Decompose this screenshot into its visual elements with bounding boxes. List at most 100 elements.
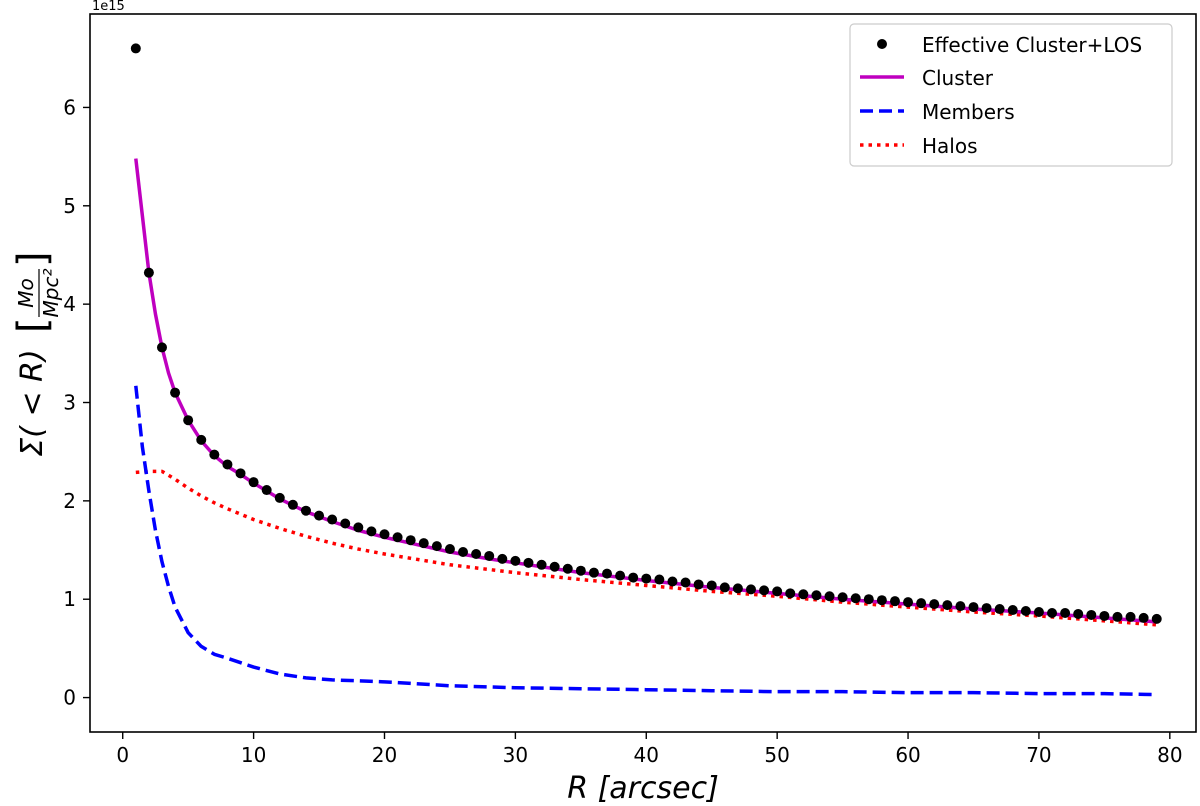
data-point-effective-cluster-los — [235, 468, 246, 479]
y-tick-label: 5 — [63, 194, 76, 218]
data-point-effective-cluster-los — [248, 477, 259, 488]
x-tick-label: 10 — [241, 743, 266, 767]
data-point-effective-cluster-los — [562, 563, 573, 574]
data-point-effective-cluster-los — [824, 591, 835, 602]
y-axis-label-main: Σ( < R) — [15, 349, 50, 456]
data-point-effective-cluster-los — [667, 576, 678, 587]
data-point-effective-cluster-los — [130, 43, 141, 54]
series-line-halos — [135, 469, 1157, 627]
data-point-effective-cluster-los — [405, 535, 416, 546]
data-point-effective-cluster-los — [327, 514, 338, 525]
data-point-effective-cluster-los — [889, 596, 900, 607]
y-tick-label: 3 — [63, 391, 76, 415]
data-point-effective-cluster-los — [1099, 610, 1110, 621]
data-point-effective-cluster-los — [693, 579, 704, 590]
x-tick-label: 20 — [372, 743, 397, 767]
y-tick-label: 1 — [63, 587, 76, 611]
data-point-effective-cluster-los — [732, 583, 743, 594]
data-point-effective-cluster-los — [654, 574, 665, 585]
data-point-effective-cluster-los — [156, 342, 167, 353]
data-point-effective-cluster-los — [510, 555, 521, 566]
data-point-effective-cluster-los — [431, 541, 442, 552]
legend-label-halos: Halos — [922, 134, 978, 158]
data-point-effective-cluster-los — [484, 550, 495, 561]
data-point-effective-cluster-los — [549, 561, 560, 572]
data-point-effective-cluster-los — [170, 387, 181, 398]
data-point-effective-cluster-los — [628, 572, 639, 583]
data-point-effective-cluster-los — [196, 434, 207, 445]
data-point-effective-cluster-los — [222, 459, 233, 470]
data-point-effective-cluster-los — [1138, 612, 1149, 623]
data-point-effective-cluster-los — [1020, 606, 1031, 617]
legend-label-members: Members — [922, 100, 1015, 124]
data-point-effective-cluster-los — [261, 485, 272, 496]
data-point-effective-cluster-los — [1086, 609, 1097, 620]
y-tick-label: 2 — [63, 489, 76, 513]
data-point-effective-cluster-los — [143, 267, 154, 278]
data-point-effective-cluster-los — [1060, 607, 1071, 618]
data-point-effective-cluster-los — [1125, 611, 1136, 622]
data-point-effective-cluster-los — [863, 594, 874, 605]
data-point-effective-cluster-los — [1033, 607, 1044, 618]
y-axis-label: Σ( < R) [ Mo Mpc² ] — [10, 251, 63, 456]
data-point-effective-cluster-los — [850, 593, 861, 604]
data-point-effective-cluster-los — [287, 499, 298, 510]
x-tick-label: 30 — [503, 743, 528, 767]
data-point-effective-cluster-los — [314, 510, 325, 521]
data-point-effective-cluster-los — [916, 598, 927, 609]
data-point-effective-cluster-los — [353, 522, 364, 533]
data-point-effective-cluster-los — [602, 568, 613, 579]
x-tick-label: 0 — [116, 743, 129, 767]
data-point-effective-cluster-los — [876, 595, 887, 606]
data-point-effective-cluster-los — [366, 526, 377, 537]
x-tick-label: 40 — [634, 743, 659, 767]
data-point-effective-cluster-los — [1007, 605, 1018, 616]
axis-offset-label: 1e15 — [92, 0, 125, 14]
data-point-effective-cluster-los — [575, 565, 586, 576]
data-point-effective-cluster-los — [903, 597, 914, 608]
legend-label-cluster: Cluster — [922, 66, 994, 90]
data-point-effective-cluster-los — [785, 588, 796, 599]
y-tick-label: 4 — [63, 292, 76, 316]
data-point-effective-cluster-los — [942, 600, 953, 611]
data-point-effective-cluster-los — [641, 573, 652, 584]
x-tick-label: 70 — [1026, 743, 1051, 767]
data-point-effective-cluster-los — [759, 585, 770, 596]
legend-marker-effective — [877, 39, 887, 49]
plot-frame — [89, 13, 1197, 733]
data-point-effective-cluster-los — [680, 577, 691, 588]
data-point-effective-cluster-los — [1112, 611, 1123, 622]
data-point-effective-cluster-los — [719, 582, 730, 593]
y-axis-label-unit-den: Mpc² — [39, 269, 63, 318]
data-point-effective-cluster-los — [497, 553, 508, 564]
data-point-effective-cluster-los — [706, 580, 717, 591]
data-point-effective-cluster-los — [994, 604, 1005, 615]
series-layer — [130, 43, 1162, 697]
y-axis-label-bracket-left: [ — [10, 317, 56, 333]
data-point-effective-cluster-los — [1073, 608, 1084, 619]
y-axis-label-bracket-right: ] — [10, 251, 56, 267]
data-point-effective-cluster-los — [183, 415, 194, 426]
data-point-effective-cluster-los — [340, 518, 351, 529]
data-point-effective-cluster-los — [536, 559, 547, 570]
data-point-effective-cluster-los — [418, 538, 429, 549]
ticks-layer: 0 10 20 30 40 50 60 70 80 0 1 2 3 4 5 6 — [63, 95, 1182, 767]
data-point-effective-cluster-los — [772, 586, 783, 597]
legend: Effective Cluster+LOS Cluster Members Ha… — [849, 23, 1173, 167]
legend-box — [849, 23, 1173, 167]
data-point-effective-cluster-los — [955, 601, 966, 612]
data-point-effective-cluster-los — [471, 548, 482, 559]
x-tick-label: 50 — [764, 743, 789, 767]
data-point-effective-cluster-los — [745, 584, 756, 595]
data-point-effective-cluster-los — [1047, 607, 1058, 618]
data-point-effective-cluster-los — [811, 590, 822, 601]
data-point-effective-cluster-los — [1151, 613, 1162, 624]
data-point-effective-cluster-los — [929, 599, 940, 610]
x-tick-label: 80 — [1157, 743, 1182, 767]
data-point-effective-cluster-los — [458, 547, 469, 558]
data-point-effective-cluster-los — [798, 589, 809, 600]
data-point-effective-cluster-los — [981, 603, 992, 614]
data-point-effective-cluster-los — [274, 492, 285, 503]
y-tick-label: 0 — [63, 686, 76, 710]
data-point-effective-cluster-los — [837, 592, 848, 603]
